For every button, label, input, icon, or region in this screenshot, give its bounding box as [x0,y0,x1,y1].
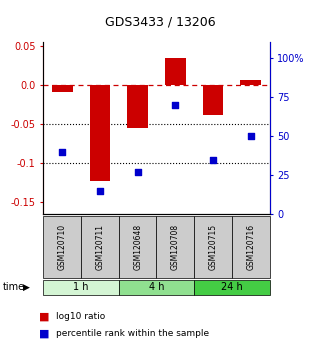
Bar [52,85,73,92]
Point [97,188,102,194]
Text: GSM120710: GSM120710 [58,224,67,270]
Point [60,149,65,155]
Text: ■: ■ [39,329,49,338]
Point [173,102,178,108]
Bar [127,85,148,129]
Point [135,169,140,175]
Text: GSM120715: GSM120715 [209,224,218,270]
Bar [165,58,186,85]
Text: GSM120716: GSM120716 [246,224,255,270]
Text: GSM120711: GSM120711 [95,224,104,270]
Text: ■: ■ [39,312,49,322]
Text: GSM120708: GSM120708 [171,224,180,270]
Point [211,157,216,162]
Bar [203,85,223,115]
Text: time: time [3,282,25,292]
Point [248,133,253,139]
Text: percentile rank within the sample: percentile rank within the sample [56,329,209,338]
Text: GDS3433 / 13206: GDS3433 / 13206 [105,16,216,29]
Text: ▶: ▶ [23,282,30,292]
Text: 24 h: 24 h [221,282,243,292]
Text: 1 h: 1 h [73,282,89,292]
Bar [240,80,261,85]
Text: GSM120648: GSM120648 [133,224,142,270]
Text: log10 ratio: log10 ratio [56,312,105,321]
Text: 4 h: 4 h [149,282,164,292]
Bar [90,85,110,181]
